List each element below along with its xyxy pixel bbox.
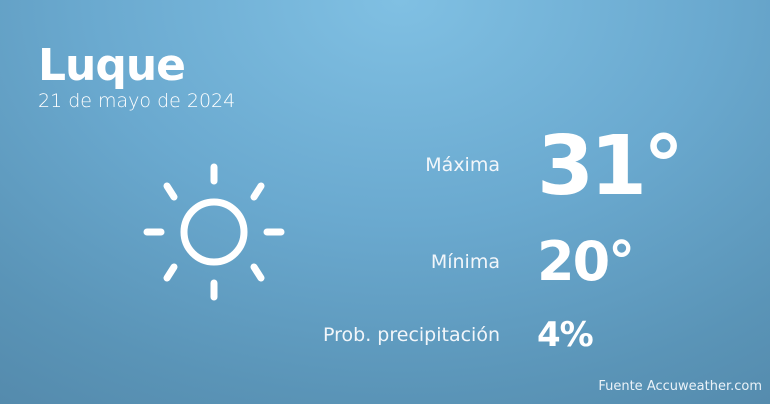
max-temp-label: Máxima [425,154,500,176]
max-temp-value: 31° [537,119,684,214]
forecast-date: 21 de mayo de 2024 [38,90,236,112]
sun-icon [143,163,285,301]
city-name: Luque [38,40,186,91]
precip-value: 4% [537,315,594,355]
source-credit: Fuente Accuweather.com [598,379,762,394]
precip-label: Prob. precipitación [323,324,500,346]
min-temp-value: 20° [537,230,635,293]
min-temp-label: Mínima [430,251,500,273]
